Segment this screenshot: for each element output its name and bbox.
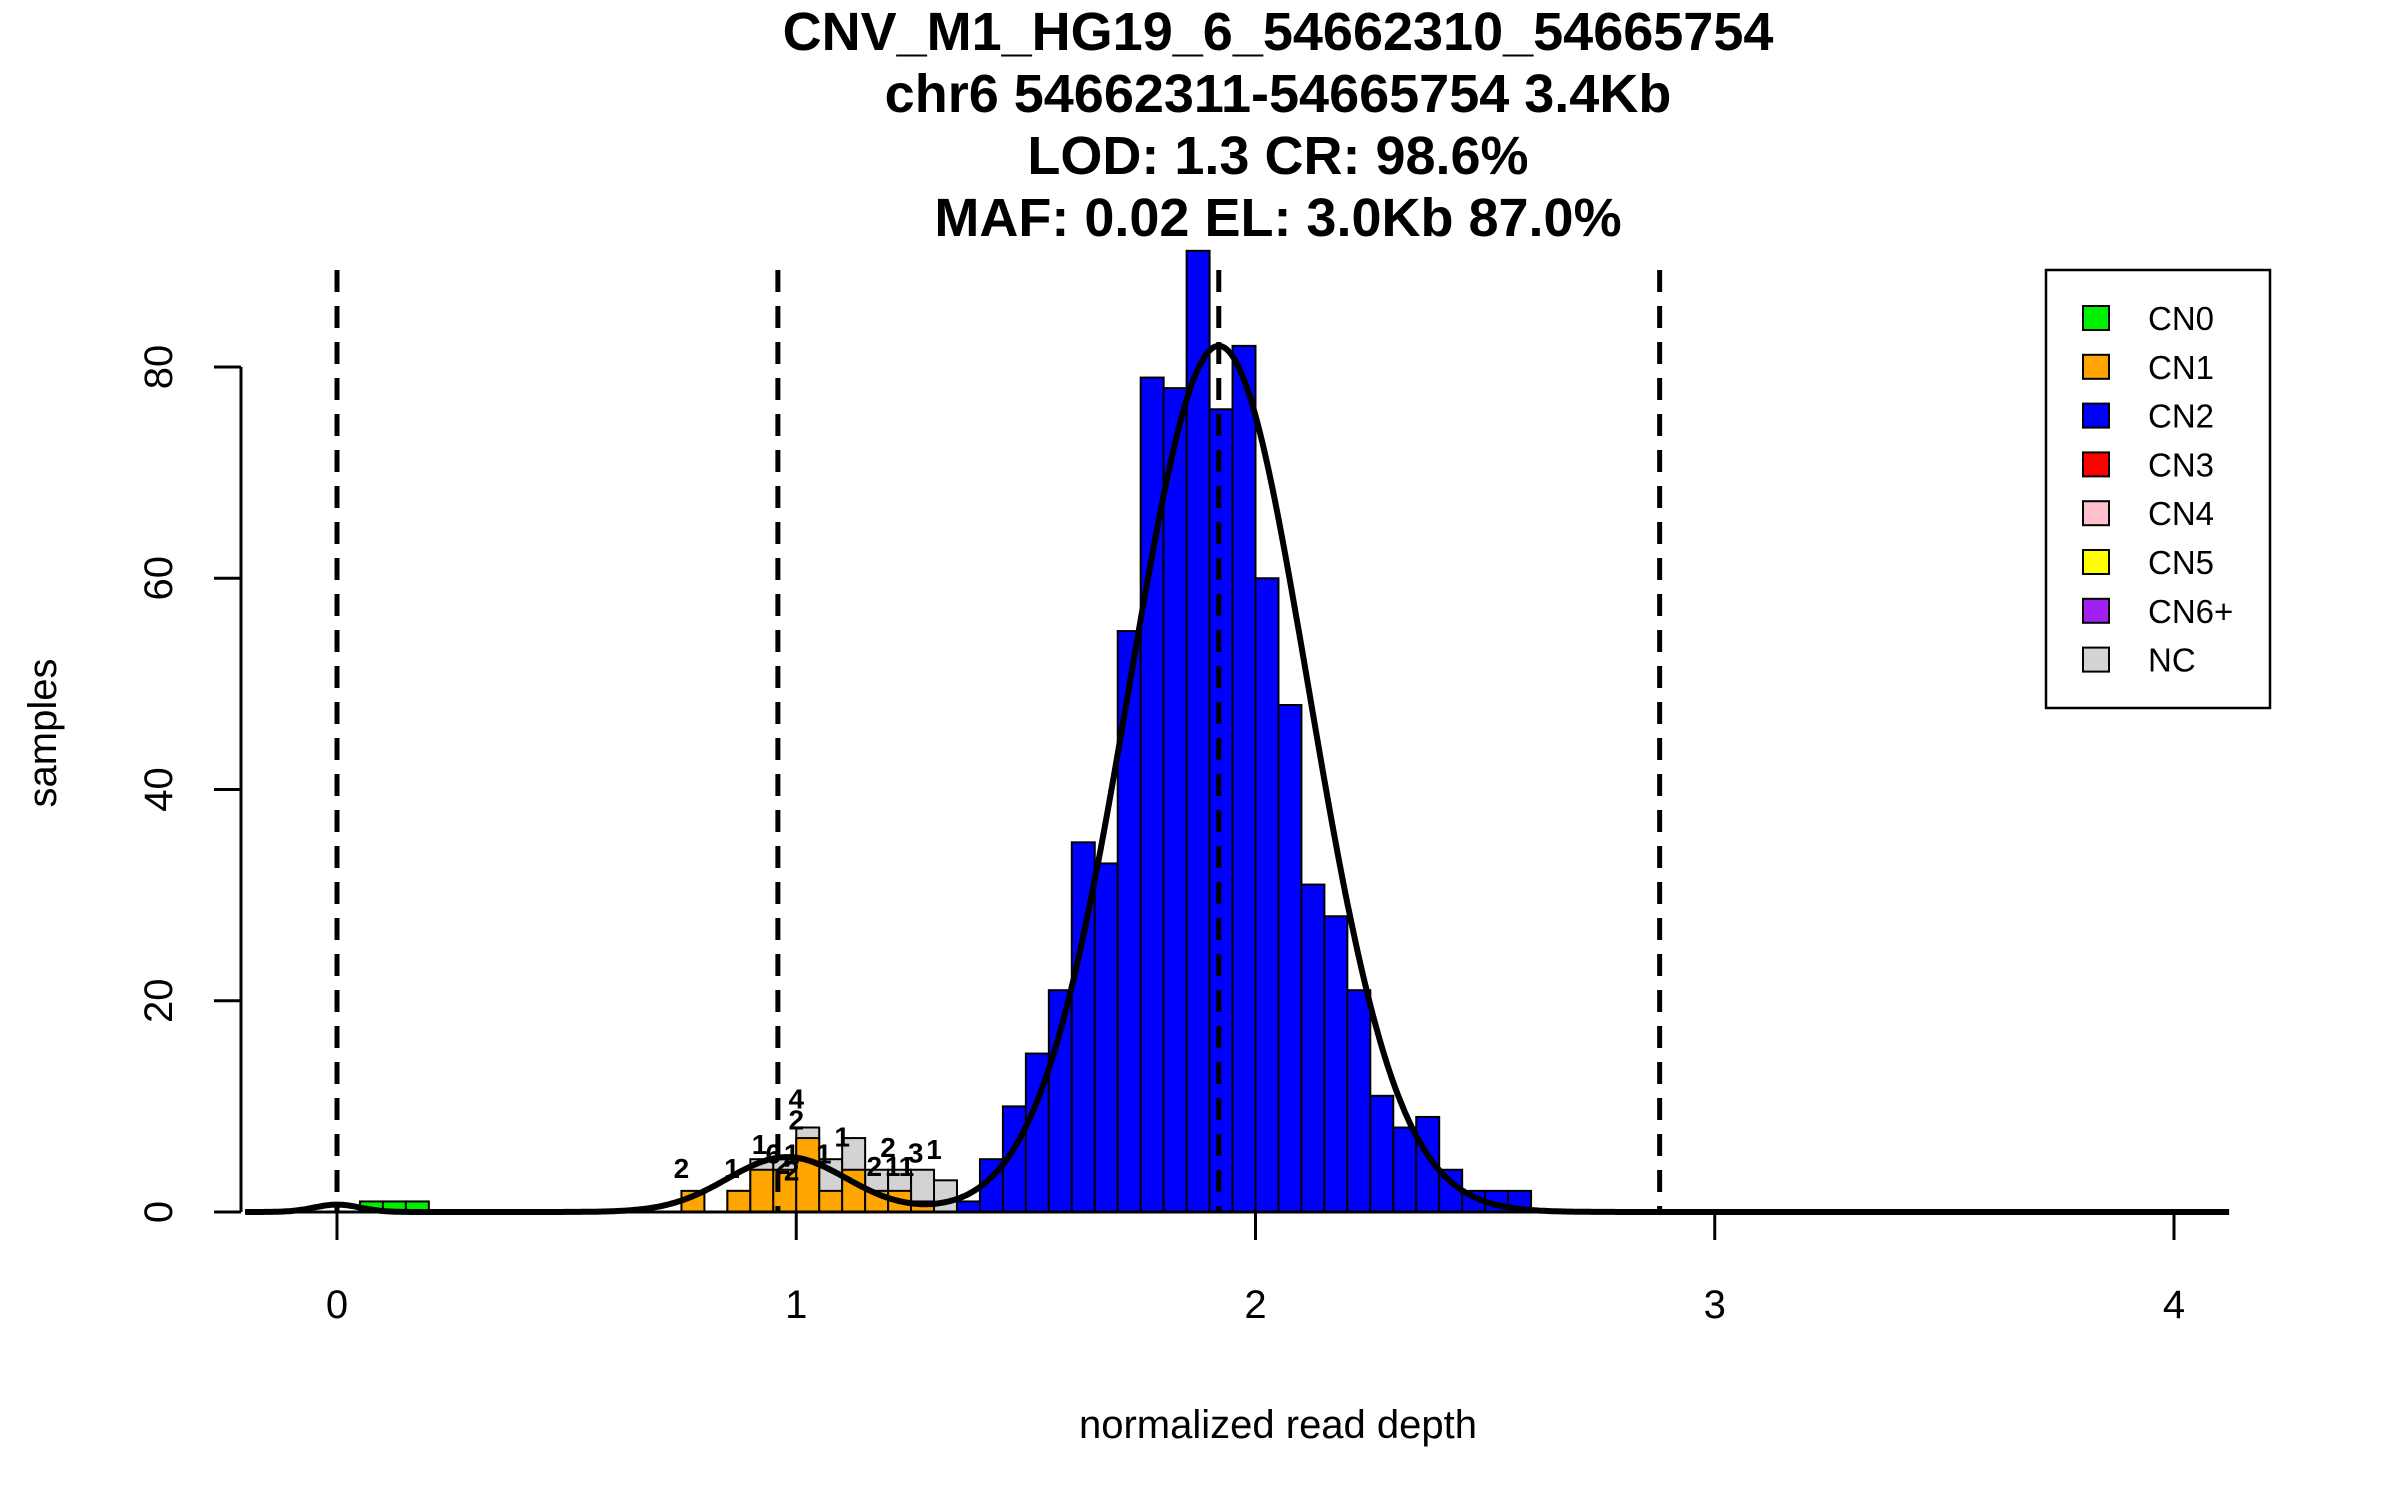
y-tick-label: 20: [137, 979, 181, 1024]
count-label: 2: [867, 1151, 883, 1182]
legend-swatch: [2082, 305, 2110, 331]
cn-threshold-lines: [334, 270, 1663, 1212]
x-tick-label: 4: [2163, 1283, 2185, 1327]
legend-swatch: [2082, 646, 2110, 673]
count-label: 2: [775, 1149, 791, 1180]
title-line-1: CNV_M1_HG19_6_54662310_54665754: [783, 2, 1774, 62]
legend-swatch: [2082, 597, 2110, 624]
legend-label: CN3: [2148, 446, 2214, 483]
histogram-bar-cn1: [749, 1168, 775, 1213]
legend-box: [2044, 268, 2272, 710]
count-label: 2: [788, 1105, 804, 1136]
histogram-bar-cn1: [818, 1189, 844, 1213]
count-label: 1: [784, 1138, 800, 1169]
legend: CN0 CN1 CN2 CN3 CN4 CN5 CN6+ NC: [2044, 268, 2272, 710]
title-line-4: MAF: 0.02 EL: 3.0Kb 87.0%: [934, 188, 1621, 248]
histogram-bar-nc: [933, 1179, 958, 1213]
y-tick-label: 0: [137, 1201, 181, 1223]
histogram-bar-cn2: [1231, 344, 1257, 1213]
histogram-bar-cn2: [1323, 915, 1349, 1213]
legend-label: CN6+: [2148, 593, 2233, 630]
histogram-bar-cn2: [1254, 577, 1280, 1213]
legend-swatch: [2082, 451, 2110, 478]
y-tick-label: 80: [137, 345, 181, 390]
y-axis-title: samples: [21, 659, 65, 808]
count-label: 1: [885, 1151, 901, 1182]
legend-label: CN5: [2148, 544, 2214, 581]
count-label: 4: [788, 1083, 804, 1114]
x-tick-label: 2: [1244, 1283, 1266, 1327]
count-label: 1: [752, 1129, 768, 1160]
legend-swatch: [2082, 402, 2110, 429]
x-axis-title: normalized read depth: [1079, 1403, 1477, 1447]
histogram-bar-cn2: [1093, 862, 1119, 1213]
histogram-bar-cn2: [1300, 883, 1326, 1213]
count-label: 3: [908, 1137, 924, 1168]
count-label: 2: [784, 1155, 800, 1186]
legend-label: CN1: [2148, 349, 2214, 386]
legend-label: NC: [2148, 642, 2196, 679]
histogram-bar-cn2: [1277, 704, 1303, 1213]
y-tick-label: 60: [137, 556, 181, 601]
legend-swatch: [2082, 549, 2110, 575]
histogram-bar-cn2: [1392, 1126, 1418, 1213]
count-label: 1: [816, 1138, 832, 1169]
title-line-2: chr6 54662311-54665754 3.4Kb: [885, 64, 1672, 124]
legend-label: CN2: [2148, 398, 2214, 435]
y-tick-label: 40: [137, 767, 181, 812]
count-label: 1: [834, 1122, 850, 1153]
legend-swatch: [2082, 500, 2110, 527]
histogram-bar-cn1: [726, 1189, 752, 1213]
count-label: 1: [724, 1153, 740, 1184]
x-tick-label: 3: [1704, 1283, 1726, 1327]
x-tick-label: 0: [326, 1283, 348, 1327]
count-label: 1: [899, 1151, 915, 1182]
count-label: 2: [880, 1132, 896, 1163]
legend-swatch: [2082, 353, 2110, 380]
chart-title: CNV_M1_HG19_6_54662310_54665754 chr6 546…: [783, 2, 1774, 248]
histogram-bars: [358, 249, 2106, 1213]
x-tick-label: 1: [785, 1283, 807, 1327]
histogram-bar-cn2: [1162, 387, 1188, 1213]
count-label: 6: [765, 1138, 781, 1169]
histogram-bar-cn2: [1346, 989, 1372, 1213]
count-label: 1: [926, 1134, 942, 1165]
histogram-bar-cn2: [955, 1200, 981, 1213]
legend-label: CN0: [2148, 300, 2214, 337]
histogram-bar-cn2: [1369, 1094, 1395, 1213]
legend-label: CN4: [2148, 495, 2214, 532]
title-line-3: LOD: 1.3 CR: 98.6%: [1027, 126, 1528, 186]
count-label: 2: [674, 1153, 690, 1184]
